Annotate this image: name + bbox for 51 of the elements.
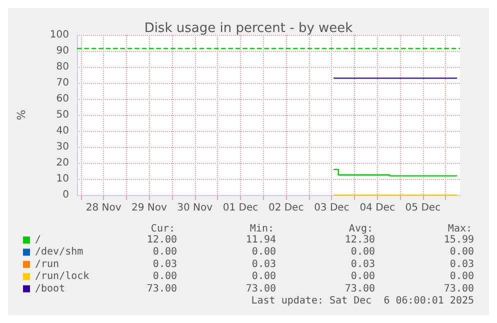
x-tick-label: 29 Nov — [132, 202, 168, 214]
text: 0.00 — [252, 271, 276, 282]
text: 0.03 — [252, 258, 276, 270]
text: 73.00 — [246, 283, 276, 294]
y-tick-label: 0 — [62, 190, 69, 200]
y-tick-label: 70 — [56, 78, 69, 88]
y-tick-label: 10 — [56, 174, 69, 184]
legend-label: /run/lock — [35, 271, 90, 282]
text: Avg: — [348, 224, 374, 234]
x-tick-label: 03 Dec — [314, 202, 350, 214]
text: 12.30 — [344, 234, 376, 246]
y-tick-label: 20 — [56, 158, 69, 168]
text: 73.00 — [444, 283, 474, 294]
legend-label: /dev/shm — [35, 246, 84, 258]
legend-label: /boot — [35, 283, 66, 294]
text: 11.94 — [246, 234, 276, 246]
x-tick-label: 28 Nov — [86, 202, 122, 214]
chart-title: Disk usage in percent - by week — [144, 21, 354, 36]
legend-label: /run — [35, 258, 60, 270]
text: Max: — [448, 224, 472, 234]
y-tick-label: 40 — [56, 126, 69, 136]
x-tick-label: 02 Dec — [268, 202, 304, 214]
y-tick-label: 50 — [56, 110, 69, 120]
y-tick-label: 30 — [56, 142, 69, 152]
y-axis-title: % — [15, 110, 28, 120]
text: 73.00 — [344, 283, 376, 294]
y-tick-label: 100 — [50, 30, 69, 40]
legend-label: / — [35, 234, 42, 246]
text: 0.00 — [350, 246, 376, 258]
text: 15.99 — [444, 234, 474, 246]
y-tick-label: 60 — [56, 94, 69, 104]
x-tick-label: 05 Dec — [405, 202, 441, 214]
text: 0.03 — [152, 258, 178, 270]
text: Min: — [250, 224, 274, 234]
text: 0.00 — [450, 246, 474, 258]
text: 12.00 — [146, 234, 178, 246]
y-tick-label: 80 — [56, 62, 69, 72]
text: 0.00 — [252, 246, 276, 258]
y-tick-label: 90 — [56, 46, 69, 56]
text: 0.03 — [450, 258, 474, 270]
text: 0.00 — [350, 271, 376, 282]
text: Last update: Sat Dec 6 06:00:01 2025 — [251, 296, 474, 306]
text: 0.00 — [152, 271, 178, 282]
x-tick-label: 30 Nov — [177, 202, 213, 214]
text: 0.03 — [350, 258, 376, 270]
x-tick-label: 04 Dec — [360, 202, 395, 214]
text: 73.00 — [146, 283, 178, 294]
text: Cur: — [150, 224, 176, 234]
x-tick-label: 01 Dec — [222, 202, 258, 214]
text: 0.00 — [152, 246, 178, 258]
text: 0.00 — [450, 271, 474, 282]
